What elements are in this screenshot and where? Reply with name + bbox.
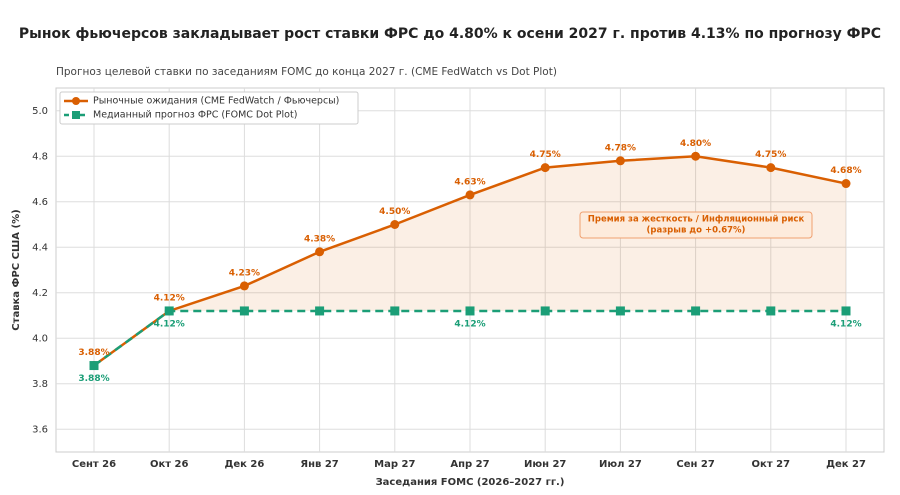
data-label: 4.75% (530, 150, 561, 160)
marker (540, 306, 550, 316)
data-label: 4.23% (229, 268, 260, 278)
legend-box (59, 91, 359, 125)
annotation: (разрыв до +0.67%) (647, 226, 746, 236)
data-label: 4.50% (379, 207, 410, 217)
marker (691, 306, 701, 316)
marker (766, 306, 776, 316)
y-tick-label: 3.8 (32, 379, 48, 390)
data-label: 4.75% (755, 150, 786, 160)
marker (315, 247, 325, 257)
y-tick-label: 4.2 (32, 288, 48, 299)
data-label: 4.78% (605, 143, 636, 153)
x-tick-label: Янв 27 (300, 459, 338, 470)
marker (390, 220, 400, 229)
y-axis-label: Ставка ФРС США (%) (11, 209, 22, 330)
data-label: 4.68% (830, 166, 861, 176)
legend-marker (72, 97, 80, 105)
data-label: 3.88% (78, 374, 109, 384)
x-tick-label: Окт 26 (150, 459, 189, 470)
data-label: 4.12% (454, 319, 485, 329)
x-tick-label: Мар 27 (374, 459, 415, 470)
x-tick-label: Июн 27 (524, 459, 566, 470)
x-tick-label: Дек 26 (224, 459, 264, 470)
marker (164, 306, 174, 316)
x-tick-label: Июл 27 (599, 459, 642, 470)
y-tick-label: 4.6 (32, 197, 48, 208)
marker (239, 306, 249, 316)
marker (465, 190, 475, 200)
x-tick-label: Дек 27 (826, 459, 866, 470)
annotation: Премия за жесткость / Инфляционный риск (588, 215, 805, 225)
y-tick-label: 4.8 (32, 151, 48, 162)
x-axis-label: Заседания FOMC (2026–2027 гг.) (376, 477, 565, 488)
marker (540, 163, 550, 173)
y-tick-label: 4.0 (32, 333, 48, 344)
x-tick-label: Окт 27 (752, 459, 791, 470)
data-label: 4.12% (154, 319, 185, 329)
x-tick-label: Сент 26 (72, 459, 116, 470)
marker (465, 306, 475, 316)
y-tick-label: 3.6 (32, 424, 48, 435)
marker (841, 306, 851, 316)
marker (89, 361, 99, 371)
marker (615, 156, 625, 166)
marker (315, 306, 325, 316)
data-label: 4.12% (830, 319, 861, 329)
annotation-box (579, 211, 813, 239)
data-label: 4.63% (454, 177, 485, 187)
chart-subtitle: Прогноз целевой ставки по заседаниям FOM… (56, 66, 557, 78)
x-tick-label: Апр 27 (450, 459, 489, 470)
x-tick-label: Сен 27 (676, 459, 714, 470)
data-label: 4.80% (680, 139, 711, 149)
marker (691, 151, 701, 161)
marker (841, 179, 851, 189)
y-tick-label: 4.4 (32, 242, 48, 253)
gap-fill (94, 156, 846, 366)
marker (766, 163, 776, 173)
legend-marker (72, 111, 80, 119)
y-tick-label: 5.0 (32, 106, 48, 117)
marker (239, 281, 249, 291)
data-label: 3.88% (78, 348, 109, 358)
legend-label: Медианный прогноз ФРС (FOMC Dot Plot) (93, 110, 297, 121)
chart-title: Рынок фьючерсов закладывает рост ставки … (19, 26, 881, 42)
marker (615, 306, 625, 316)
marker (390, 306, 400, 316)
data-label: 4.12% (154, 293, 185, 303)
data-label: 4.38% (304, 234, 335, 244)
legend-label: Рыночные ожидания (CME FedWatch / Фьючер… (93, 96, 339, 107)
